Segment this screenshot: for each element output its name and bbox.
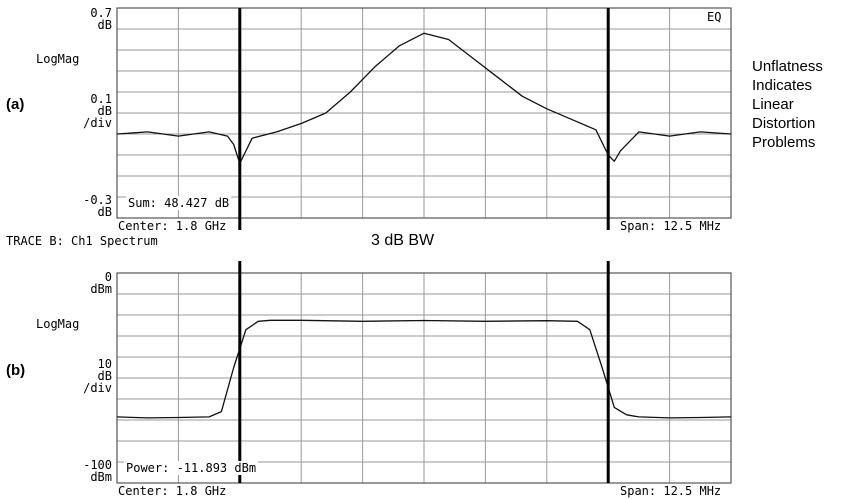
panel-b-y-bottom-unit: dBm xyxy=(90,470,112,484)
panel-b-y-div-suffix: /div xyxy=(83,381,112,395)
panel-a-y-bottom-unit: dB xyxy=(97,205,112,219)
panel-a-y-top-unit: dB xyxy=(97,18,112,32)
panel-b-y-div-unit: dB xyxy=(97,369,112,383)
panel-a-span-label: Span: 12.5 MHz xyxy=(620,219,722,233)
panel-a-y-top-value: 0.7 xyxy=(90,6,112,20)
panel-b-y-div-value: 10 xyxy=(97,357,112,371)
panel-b-span-label: Span: 12.5 MHz xyxy=(620,484,722,498)
panel-b-y-bottom-value: -100 xyxy=(83,458,112,472)
panel-a-trace xyxy=(116,32,732,165)
panel-b-scale-format: LogMag xyxy=(36,317,80,331)
panel-b-y-top-unit: dBm xyxy=(90,282,112,296)
panel-b-center-label: Center: 1.8 GHz xyxy=(118,484,227,498)
panel-a-plot-frame xyxy=(116,7,732,219)
side-note-line-3: Linear xyxy=(752,96,794,113)
panel-a-y-div-unit: dB xyxy=(97,104,112,118)
panel-a-y-bottom-value: -0.3 xyxy=(83,193,112,207)
panel-b-title: TRACE B: Ch1 Spectrum xyxy=(6,234,158,248)
panel-a-label: (a) xyxy=(6,96,25,113)
panel-a-center-label: Center: 1.8 GHz xyxy=(118,219,227,233)
panel-b-y-top-value: 0 xyxy=(104,270,112,284)
panel-a-corner-label: EQ xyxy=(706,10,723,24)
side-note: Unflatness Indicates Linear Distortion P… xyxy=(752,57,823,152)
side-note-line-1: Unflatness xyxy=(752,58,823,75)
panel-b-trace xyxy=(116,319,732,419)
side-note-line-5: Problems xyxy=(752,134,816,151)
panel-a-y-div-suffix: /div xyxy=(83,116,112,130)
side-note-line-4: Distortion xyxy=(752,115,816,132)
panel-b-readout: Power: -11.893 dBm xyxy=(124,461,259,475)
panel-a-y-div-value: 0.1 xyxy=(90,92,112,106)
panel-a-readout: Sum: 48.427 dB xyxy=(126,196,232,210)
panel-b-label: (b) xyxy=(6,362,26,379)
panel-b-plot-frame xyxy=(116,272,732,484)
side-note-line-2: Indicates xyxy=(752,77,813,94)
panel-a-scale-format: LogMag xyxy=(36,52,80,66)
middle-label: 3 dB BW xyxy=(371,232,435,249)
